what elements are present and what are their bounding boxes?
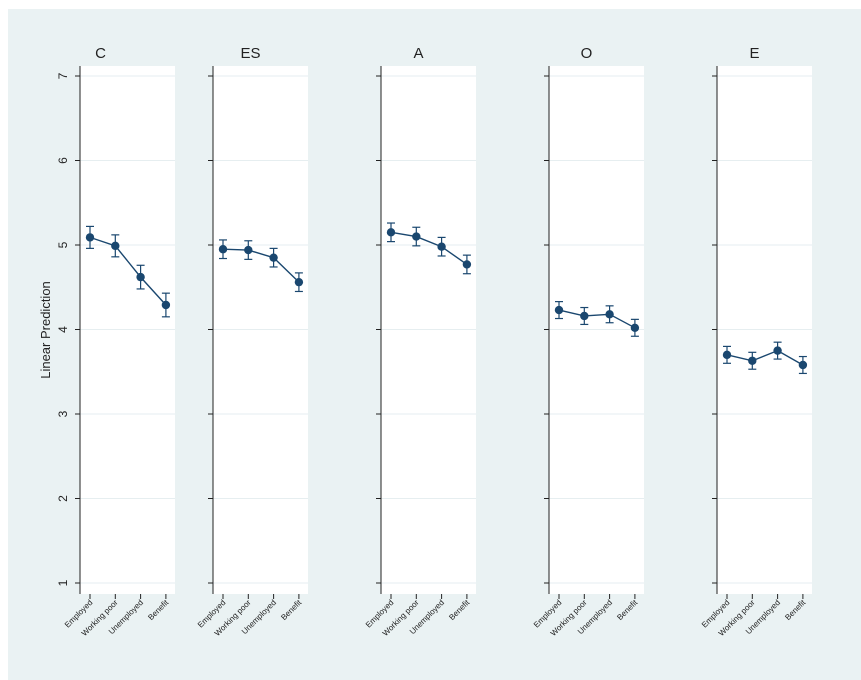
data-point — [462, 260, 472, 269]
y-tick-label: 3 — [56, 410, 70, 417]
x-tick-label: Benefit — [447, 598, 472, 623]
x-tick-label: Benefit — [615, 598, 640, 623]
data-point — [630, 323, 640, 333]
panel-title-C: C — [95, 45, 106, 62]
panel-title-A: A — [413, 45, 423, 62]
y-tick-label: 7 — [56, 72, 70, 79]
data-point — [386, 228, 396, 237]
x-tick-label: Benefit — [279, 598, 304, 623]
data-point — [580, 311, 589, 321]
series-line — [89, 236, 167, 306]
data-point — [748, 356, 757, 365]
y-tick-label: 6 — [56, 157, 70, 164]
panel-title-ES: ES — [240, 45, 260, 62]
y-tick-label: 5 — [56, 241, 70, 248]
data-point — [269, 253, 278, 262]
panel-title-E: E — [749, 45, 759, 62]
data-point — [798, 360, 808, 370]
panel-title-O: O — [581, 45, 593, 62]
series-line — [222, 248, 300, 283]
data-point — [437, 242, 446, 251]
data-point — [412, 232, 421, 241]
x-tick-label: Benefit — [146, 598, 171, 623]
data-point — [294, 277, 304, 287]
data-point — [722, 350, 732, 360]
data-point — [773, 346, 782, 355]
data-point — [554, 305, 564, 315]
series-line — [726, 349, 804, 366]
y-axis-title: Linear Prediction — [38, 281, 53, 379]
series-line — [558, 309, 636, 329]
data-point — [85, 233, 95, 242]
y-tick-label: 4 — [56, 326, 70, 333]
data-point — [161, 300, 171, 310]
data-point — [244, 245, 253, 255]
y-tick-label: 1 — [56, 579, 70, 586]
series-line — [390, 231, 468, 266]
x-tick-label: Benefit — [783, 598, 808, 623]
data-point — [136, 272, 145, 282]
y-tick-label: 2 — [56, 495, 70, 502]
data-point — [218, 245, 228, 254]
data-point — [605, 310, 614, 319]
data-point — [111, 241, 120, 251]
